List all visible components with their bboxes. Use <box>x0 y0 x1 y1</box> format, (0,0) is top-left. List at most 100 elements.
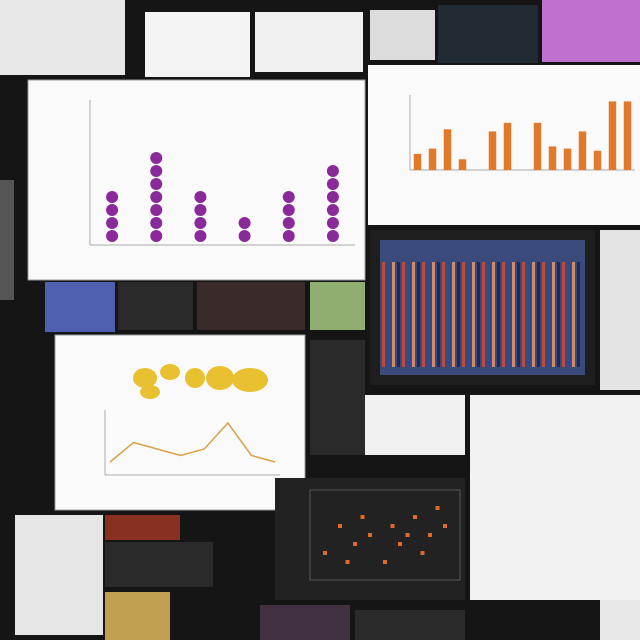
stripe <box>512 262 515 367</box>
bar <box>623 101 632 170</box>
panel <box>0 180 14 300</box>
bar <box>533 122 542 170</box>
scatter-panel <box>275 478 465 600</box>
blob <box>133 368 157 388</box>
bar <box>503 122 512 170</box>
dot <box>194 191 207 203</box>
stripe <box>567 262 570 367</box>
stripe <box>437 262 440 367</box>
stripe <box>412 262 415 367</box>
dot <box>106 217 119 229</box>
stripe <box>392 262 395 367</box>
stripe <box>447 262 450 367</box>
bar <box>548 146 557 170</box>
bar <box>443 129 452 170</box>
dot-chart-panel <box>27 79 366 281</box>
panel <box>145 12 250 77</box>
dot-stack <box>282 191 295 242</box>
bar <box>608 101 617 170</box>
point <box>345 560 350 564</box>
dot-stack <box>326 165 339 242</box>
point <box>413 515 417 519</box>
stripe <box>492 262 495 367</box>
dot <box>326 191 339 203</box>
dot <box>326 165 339 177</box>
point <box>338 524 342 528</box>
panel <box>105 592 170 640</box>
blob <box>185 368 205 388</box>
stripe <box>422 262 425 367</box>
point <box>368 533 372 537</box>
stripe <box>397 262 400 367</box>
panel <box>470 395 640 600</box>
stripe <box>482 262 485 367</box>
blob <box>140 385 160 399</box>
stripe <box>442 262 445 367</box>
stripe <box>522 262 525 367</box>
stripe <box>542 262 545 367</box>
stripe <box>577 262 580 367</box>
stripe <box>452 262 455 367</box>
stripe <box>402 262 405 367</box>
dot <box>282 204 295 216</box>
panel <box>45 282 115 332</box>
bar <box>458 159 467 170</box>
panel <box>600 600 640 640</box>
dot <box>282 230 295 242</box>
panel <box>355 610 465 640</box>
panel <box>310 282 365 330</box>
dot <box>150 165 163 177</box>
bar <box>578 131 587 170</box>
panel <box>600 230 640 390</box>
stripe <box>472 262 475 367</box>
point <box>398 542 402 546</box>
bar <box>413 153 422 170</box>
point <box>360 515 365 519</box>
dot <box>106 191 119 203</box>
point <box>428 533 432 537</box>
stripe <box>467 262 470 367</box>
stripe <box>477 262 480 367</box>
stripe <box>562 262 565 367</box>
bar <box>488 131 497 170</box>
point <box>435 506 440 510</box>
bar <box>563 148 572 170</box>
stripe <box>427 262 430 367</box>
stripe <box>457 262 460 367</box>
dot-stack <box>194 191 207 242</box>
point <box>420 551 425 555</box>
stripe <box>527 262 530 367</box>
dot <box>326 178 339 190</box>
panel <box>118 282 193 330</box>
stripe <box>497 262 500 367</box>
panel <box>370 10 435 60</box>
panel <box>365 395 465 455</box>
dot <box>238 217 251 229</box>
dot <box>150 191 163 203</box>
panel <box>542 0 640 62</box>
dot <box>150 217 163 229</box>
dot <box>238 230 251 242</box>
dot <box>106 204 119 216</box>
point <box>405 533 410 537</box>
panel <box>0 0 125 75</box>
dot <box>282 217 295 229</box>
dot <box>282 191 295 203</box>
panel <box>438 5 538 63</box>
line <box>109 421 276 463</box>
point <box>443 524 447 528</box>
stripe <box>417 262 420 367</box>
dot <box>150 152 163 164</box>
dot-stack <box>238 217 251 242</box>
point <box>323 551 327 555</box>
panel <box>105 515 180 540</box>
stripe <box>387 262 390 367</box>
stripe <box>517 262 520 367</box>
stripe <box>532 262 535 367</box>
dot <box>194 217 207 229</box>
point <box>390 524 395 528</box>
point <box>383 560 387 564</box>
stripe <box>552 262 555 367</box>
panel <box>255 12 363 72</box>
stripe <box>462 262 465 367</box>
